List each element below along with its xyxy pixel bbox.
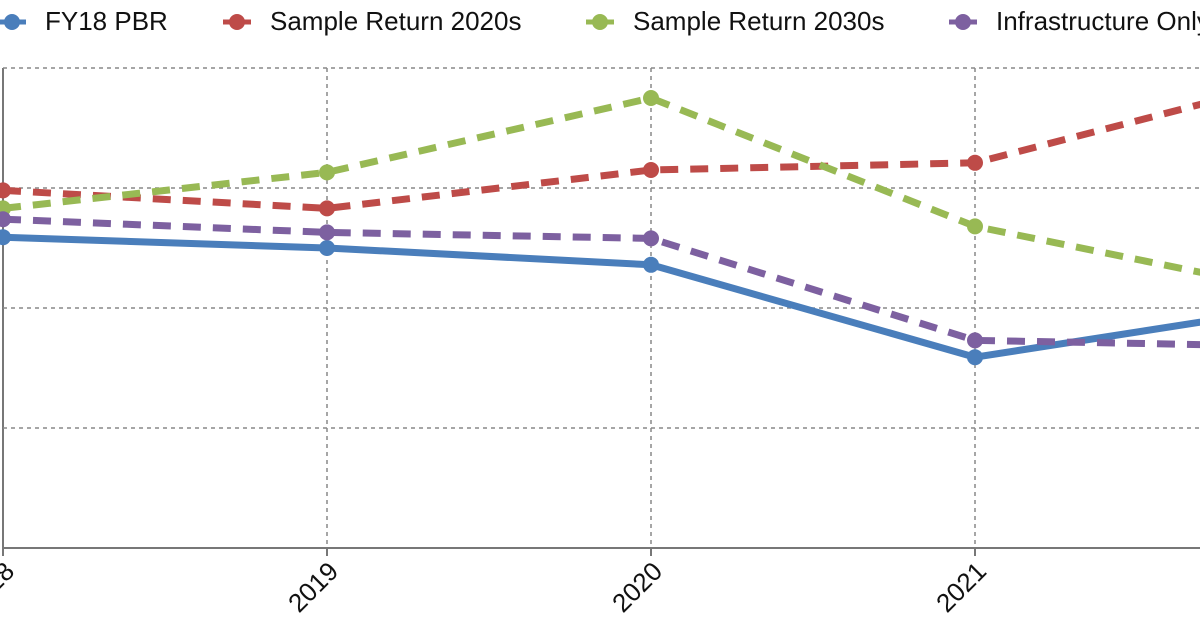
data-point: [967, 154, 983, 171]
series-line: [2, 215, 1200, 349]
data-point: [967, 218, 983, 235]
data-point: [0, 211, 11, 228]
data-point: [643, 256, 659, 273]
data-point: [643, 162, 659, 178]
data-point: [319, 164, 335, 181]
data-point: [319, 200, 335, 217]
data-point: [319, 240, 335, 256]
data-point: [967, 332, 983, 349]
legend-marker: [229, 14, 245, 30]
x-tick-label: 2021: [930, 556, 992, 618]
legend-label: FY18 PBR: [45, 6, 168, 36]
series-line: [2, 100, 1200, 212]
legend-label: Infrastructure Only: [996, 6, 1200, 36]
series-line: [2, 94, 1200, 276]
legend-marker: [4, 14, 20, 30]
data-point: [967, 349, 983, 366]
x-tick-label: 2018: [0, 556, 20, 618]
legend-marker: [592, 14, 608, 30]
data-point: [319, 224, 335, 241]
data-point: [643, 90, 659, 106]
legend-label: Sample Return 2030s: [633, 6, 884, 36]
legend-marker: [955, 14, 971, 30]
x-tick-label: 2019: [282, 556, 344, 618]
data-point: [0, 182, 11, 199]
data-point: [0, 229, 11, 246]
x-tick-label: 2020: [606, 556, 668, 618]
legend-label: Sample Return 2020s: [270, 6, 521, 36]
data-point: [643, 230, 659, 247]
